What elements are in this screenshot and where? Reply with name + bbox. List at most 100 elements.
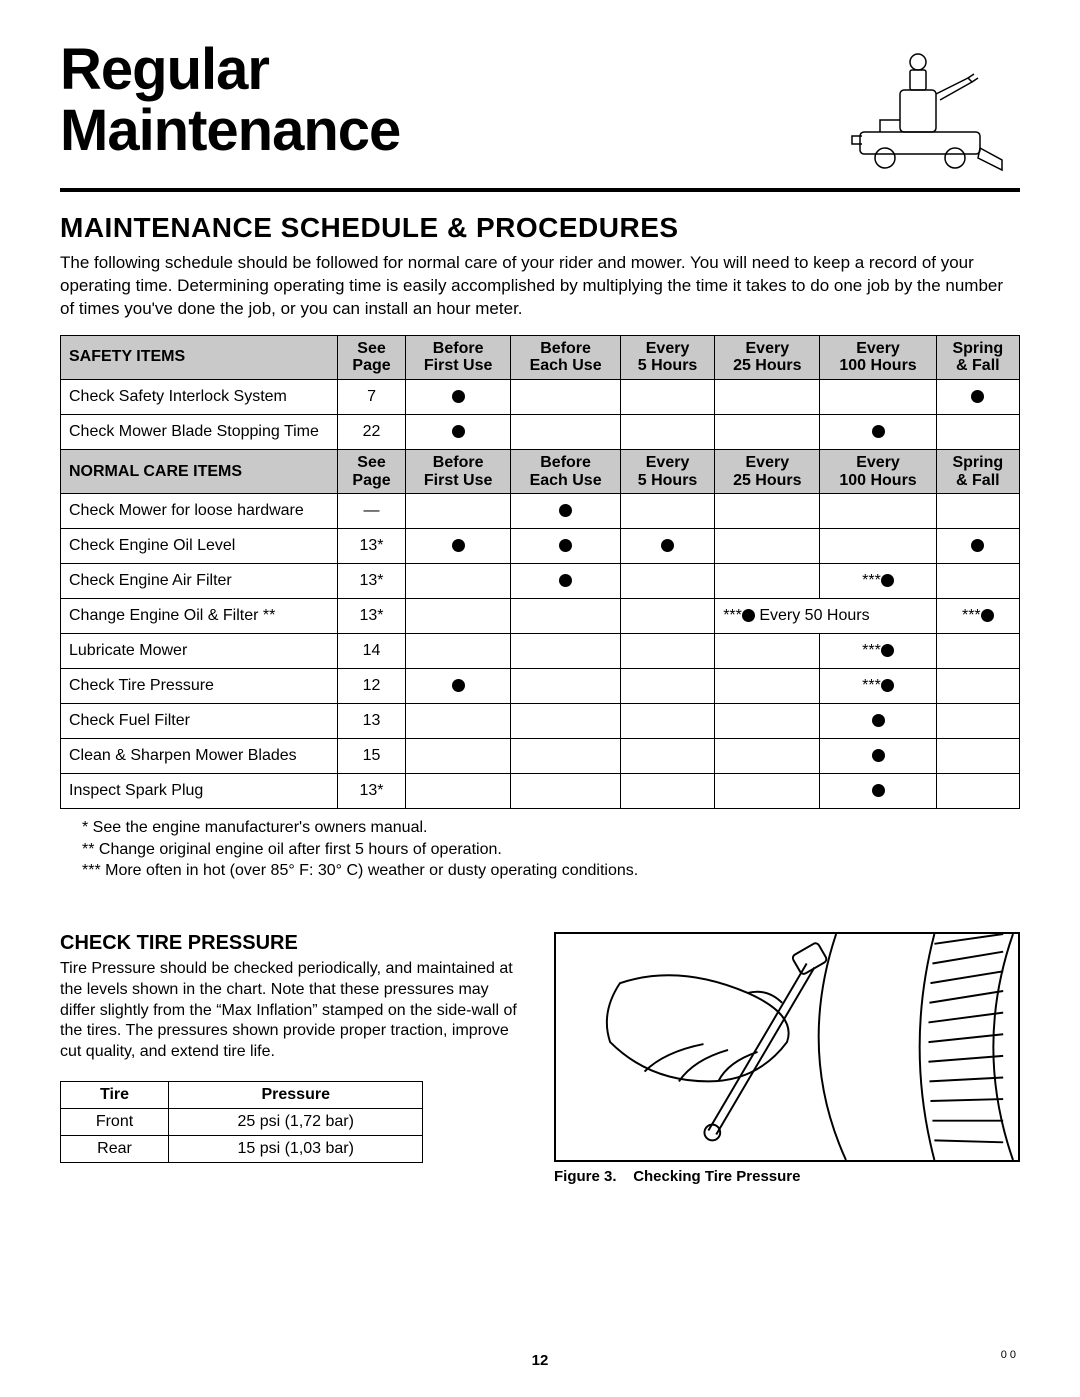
schedule-cell [511,704,621,739]
schedule-cell [820,704,936,739]
tire-cell: Rear [61,1135,169,1162]
col-header: Every25 Hours [715,450,820,494]
row-group-label: SAFETY ITEMS [61,335,338,379]
schedule-cell [936,415,1019,450]
schedule-cell [620,669,714,704]
mower-icon [840,40,1020,180]
schedule-cell [511,415,621,450]
figure-title: Checking Tire Pressure [633,1168,800,1185]
tire-heading: CHECK TIRE PRESSURE [60,932,526,955]
bullet-icon [872,749,885,762]
schedule-cell [820,494,936,529]
col-header: BeforeFirst Use [406,335,511,379]
col-header: BeforeFirst Use [406,450,511,494]
schedule-cell [406,634,511,669]
figure-label: Figure 3. [554,1168,617,1185]
schedule-cell [406,415,511,450]
schedule-cell [715,669,820,704]
row-group-label: NORMAL CARE ITEMS [61,450,338,494]
schedule-cell [511,380,621,415]
col-header: Every100 Hours [820,335,936,379]
item-name: Inspect Spark Plug [61,774,338,809]
table-row: Check Tire Pressure12*** [61,669,1020,704]
col-header: Every5 Hours [620,450,714,494]
see-page: 12 [338,669,406,704]
col-header: Every25 Hours [715,335,820,379]
see-page: 7 [338,380,406,415]
schedule-cell [620,564,714,599]
pressure-cell: 25 psi (1,72 bar) [168,1108,423,1135]
footnotes: * See the engine manufacturer's owners m… [82,817,1020,882]
schedule-cell [620,529,714,564]
col-header: Pressure [168,1081,423,1108]
table-header-row: SAFETY ITEMSSeePageBeforeFirst UseBefore… [61,335,1020,379]
schedule-cell [715,415,820,450]
schedule-cell [406,494,511,529]
figure-caption: Figure 3. Checking Tire Pressure [554,1168,1020,1185]
bullet-icon [981,609,994,622]
schedule-cell [620,415,714,450]
tire-paragraph: Tire Pressure should be checked periodic… [60,959,526,1063]
schedule-cell: *** Every 50 Hours [715,599,936,634]
col-header: Every100 Hours [820,450,936,494]
schedule-cell [620,380,714,415]
schedule-cell [936,669,1019,704]
bullet-icon [452,390,465,403]
schedule-cell [511,669,621,704]
title-line2: Maintenance [60,98,400,163]
schedule-cell [936,380,1019,415]
schedule-cell [936,739,1019,774]
schedule-cell [820,415,936,450]
see-page: — [338,494,406,529]
schedule-cell [406,380,511,415]
schedule-cell [936,529,1019,564]
bullet-icon [452,679,465,692]
schedule-cell [820,529,936,564]
schedule-cell [511,634,621,669]
item-name: Check Fuel Filter [61,704,338,739]
table-row: Change Engine Oil & Filter **13**** Ever… [61,599,1020,634]
intro-paragraph: The following schedule should be followe… [60,252,1020,321]
bullet-icon [742,609,755,622]
bullet-icon [971,539,984,552]
maintenance-table: SAFETY ITEMSSeePageBeforeFirst UseBefore… [60,335,1020,809]
footnote: * See the engine manufacturer's owners m… [82,817,1020,839]
see-page: 13* [338,564,406,599]
schedule-cell: *** [936,599,1019,634]
page-number: 12 [532,1352,549,1369]
schedule-cell [511,564,621,599]
schedule-cell [715,634,820,669]
schedule-cell [715,739,820,774]
section-heading: MAINTENANCE SCHEDULE & PROCEDURES [60,212,1020,244]
see-page: 22 [338,415,406,450]
table-row: Check Fuel Filter13 [61,704,1020,739]
col-header: Spring& Fall [936,335,1019,379]
schedule-cell [511,494,621,529]
col-header: SeePage [338,335,406,379]
table-row: Check Engine Oil Level13* [61,529,1020,564]
schedule-cell [511,529,621,564]
schedule-cell [620,739,714,774]
schedule-cell [820,774,936,809]
title-line1: Regular [60,37,269,102]
schedule-cell [715,494,820,529]
schedule-cell [620,634,714,669]
schedule-cell [715,529,820,564]
bullet-icon [971,390,984,403]
table-row: Lubricate Mower14*** [61,634,1020,669]
schedule-cell [511,599,621,634]
schedule-cell: *** [820,564,936,599]
bullet-icon [661,539,674,552]
schedule-cell [715,380,820,415]
bullet-icon [559,574,572,587]
bullet-icon [872,714,885,727]
schedule-cell [406,599,511,634]
col-header: Spring& Fall [936,450,1019,494]
schedule-cell [620,704,714,739]
schedule-cell [936,704,1019,739]
item-name: Check Mower for loose hardware [61,494,338,529]
table-row: Tire Pressure [61,1081,423,1108]
see-page: 15 [338,739,406,774]
item-name: Change Engine Oil & Filter ** [61,599,338,634]
col-header: BeforeEach Use [511,450,621,494]
